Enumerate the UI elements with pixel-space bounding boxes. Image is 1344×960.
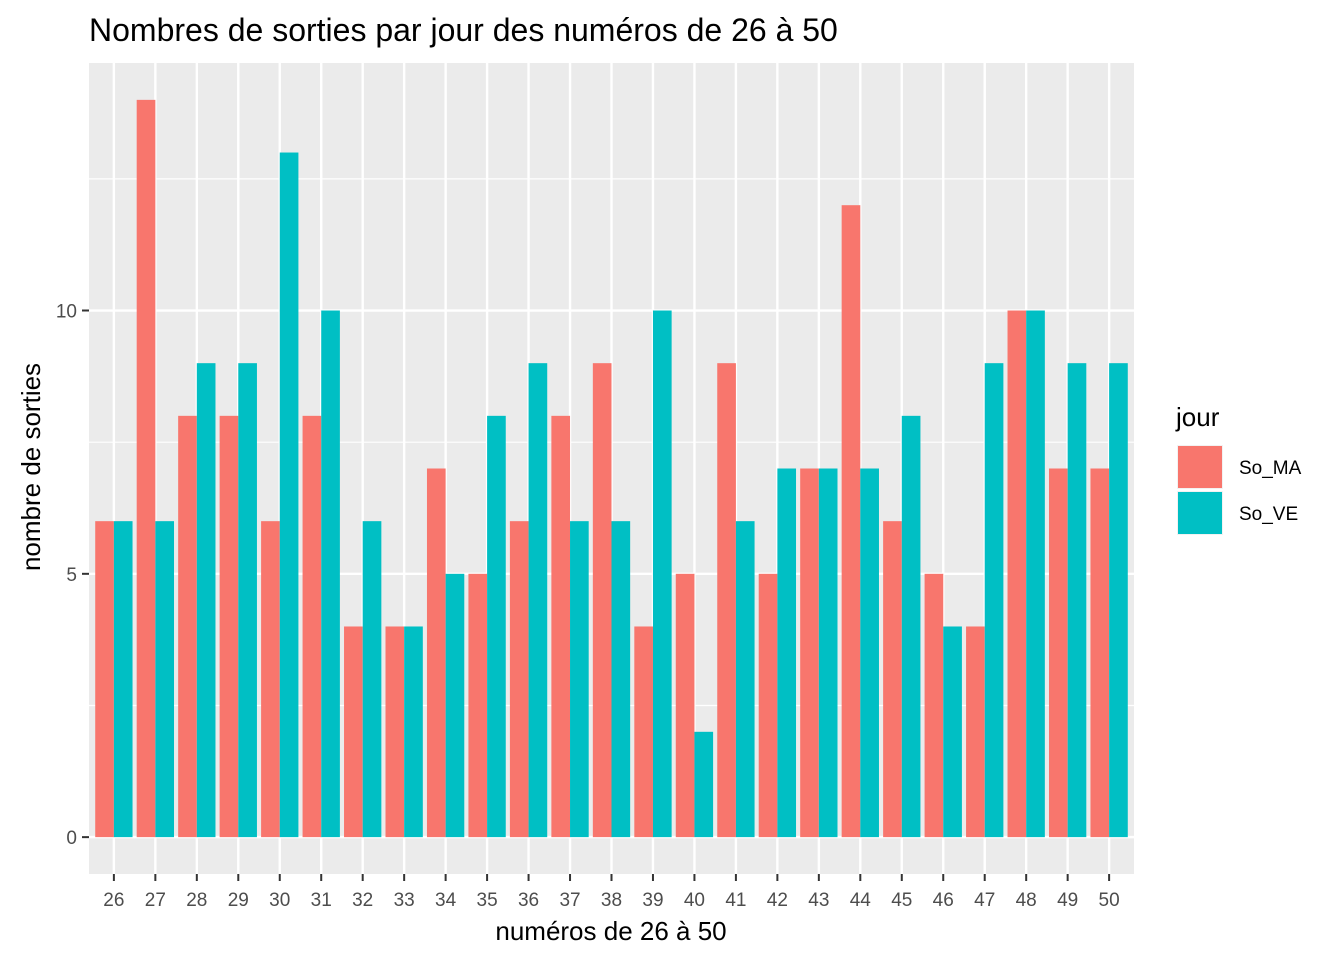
bar-So_VE-41 [735, 521, 755, 838]
y-tick-label: 5 [66, 565, 77, 586]
bar-So_VE-32 [362, 521, 382, 838]
bar-So_MA-26 [95, 521, 114, 838]
x-tick-label: 36 [518, 890, 539, 911]
x-tick-label: 45 [891, 890, 912, 911]
x-tick-label: 38 [601, 890, 622, 911]
x-tick-label: 47 [974, 890, 995, 911]
bar-So_VE-45 [901, 415, 921, 838]
legend-key-So_VE [1178, 492, 1222, 534]
bar-So_VE-28 [196, 363, 216, 838]
bar-So_MA-45 [883, 521, 902, 838]
bar-So_MA-29 [219, 415, 239, 838]
bar-So_MA-43 [800, 468, 819, 838]
bar-So_MA-48 [1007, 310, 1027, 838]
legend-label-So_VE: So_VE [1239, 504, 1298, 525]
bar-So_VE-31 [321, 310, 340, 838]
bar-So_MA-27 [136, 99, 156, 838]
x-tick-label: 27 [145, 890, 166, 911]
x-tick-label: 41 [725, 890, 746, 911]
x-tick-label: 34 [435, 890, 457, 911]
bar-So_MA-32 [344, 626, 363, 838]
bar-So_MA-36 [509, 521, 529, 838]
bar-So_MA-47 [966, 626, 985, 838]
bar-So_MA-41 [717, 363, 736, 838]
bar-So_MA-44 [841, 205, 861, 838]
bar-So_VE-38 [611, 521, 631, 838]
x-tick-label: 26 [103, 890, 124, 911]
bar-So_MA-49 [1048, 468, 1068, 838]
x-tick-label: 50 [1099, 890, 1120, 911]
bar-So_VE-44 [860, 468, 879, 838]
x-tick-label: 30 [269, 890, 290, 911]
bar-So_VE-37 [570, 521, 589, 838]
x-tick-label: 33 [394, 890, 415, 911]
bar-So_MA-34 [426, 468, 446, 838]
bar-So_MA-38 [592, 363, 612, 838]
y-axis-title: nombre de sorties [16, 363, 46, 571]
x-tick-label: 29 [228, 890, 249, 911]
bar-So_VE-46 [943, 626, 962, 838]
bar-So_VE-34 [445, 573, 465, 838]
y-axis-ticks: 0 5 10 [56, 302, 89, 849]
y-tick-label: 0 [66, 828, 77, 849]
bar-So_MA-31 [302, 415, 322, 838]
x-axis-title: numéros de 26 à 50 [495, 916, 726, 946]
bars-group [95, 99, 1128, 838]
bar-So_VE-27 [155, 521, 175, 838]
x-tick-label: 40 [684, 890, 705, 911]
bar-So_VE-42 [777, 468, 797, 838]
x-tick-label: 44 [850, 890, 872, 911]
bar-So_MA-37 [551, 415, 571, 838]
bar-So_VE-50 [1109, 363, 1128, 838]
legend-label-So_MA: So_MA [1239, 458, 1302, 479]
bar-So_VE-48 [1026, 310, 1045, 838]
x-tick-label: 32 [352, 890, 373, 911]
bar-So_VE-36 [528, 363, 548, 838]
bar-So_MA-46 [924, 573, 944, 838]
x-tick-label: 37 [559, 890, 580, 911]
legend-key-So_MA [1178, 446, 1222, 488]
bar-So_MA-33 [385, 626, 405, 838]
bar-So_VE-33 [404, 626, 423, 838]
bar-So_MA-50 [1090, 468, 1110, 838]
x-tick-label: 48 [1016, 890, 1037, 911]
x-tick-label: 35 [477, 890, 498, 911]
legend-title: jour [1175, 402, 1220, 432]
x-tick-label: 42 [767, 890, 788, 911]
legend: jour So_MA So_VE [1175, 402, 1302, 535]
bar-So_MA-35 [468, 573, 488, 838]
y-tick-label: 10 [56, 302, 77, 323]
bar-So_MA-40 [675, 573, 695, 838]
x-tick-label: 49 [1057, 890, 1078, 911]
chart-title: Nombres de sorties par jour des numéros … [89, 12, 838, 48]
x-tick-label: 28 [186, 890, 207, 911]
bar-So_VE-40 [694, 731, 714, 838]
bar-So_VE-39 [652, 310, 672, 838]
bar-So_VE-49 [1067, 363, 1087, 838]
bar-So_MA-30 [261, 521, 280, 838]
x-tick-label: 39 [642, 890, 663, 911]
bar-So_MA-28 [178, 415, 197, 838]
bar-So_VE-30 [279, 152, 299, 838]
x-tick-label: 46 [933, 890, 954, 911]
bar-So_VE-26 [113, 521, 133, 838]
x-tick-label: 43 [808, 890, 829, 911]
bar-So_VE-43 [818, 468, 838, 838]
bar-So_VE-29 [238, 363, 257, 838]
bar-So_MA-39 [634, 626, 653, 838]
x-axis-ticks: 26 27 28 29 30 31 32 33 34 35 36 37 38 39 40 41 42 43 44 45… [103, 874, 1120, 911]
bar-So_VE-35 [487, 415, 506, 838]
bar-So_VE-47 [984, 363, 1004, 838]
bar-So_MA-42 [758, 573, 778, 838]
x-tick-label: 31 [311, 890, 332, 911]
